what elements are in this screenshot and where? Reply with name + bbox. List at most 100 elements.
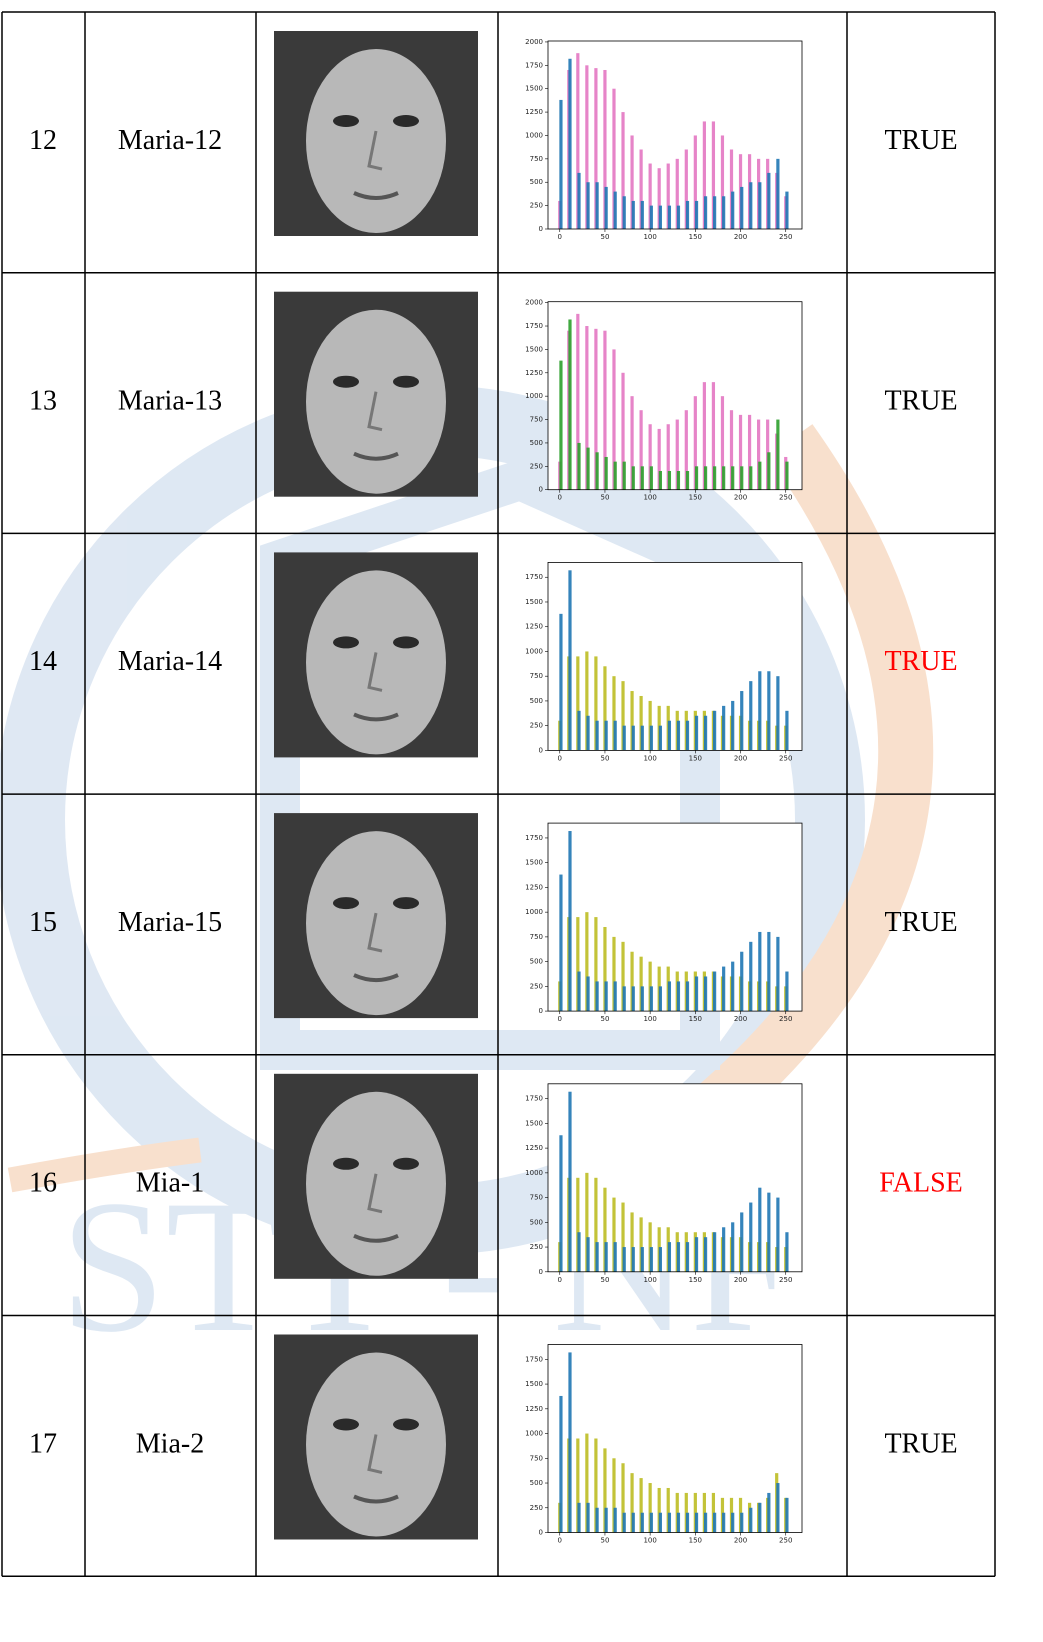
bar [704, 196, 707, 229]
bar [659, 1513, 662, 1533]
histogram: 0250500750100012501500175020000501001502… [525, 38, 802, 241]
face-photo [274, 31, 478, 236]
x-tick-label: 100 [643, 494, 656, 502]
eye [333, 636, 359, 648]
bar [686, 201, 689, 229]
bar [577, 443, 580, 490]
bar [632, 466, 635, 489]
y-tick-label: 750 [530, 672, 543, 680]
y-tick-label: 1250 [525, 369, 543, 377]
bar [559, 875, 562, 1012]
bar [785, 711, 788, 751]
x-tick-label: 50 [600, 1015, 609, 1023]
bar [740, 1212, 743, 1271]
bar [695, 1237, 698, 1272]
face-photo [274, 292, 478, 497]
bar [650, 1247, 653, 1272]
bar [731, 1513, 734, 1533]
x-tick-label: 200 [734, 1276, 747, 1284]
row-number: 15 [29, 907, 57, 938]
x-tick-label: 0 [558, 233, 562, 241]
bar [740, 691, 743, 750]
y-tick-label: 250 [530, 202, 543, 210]
y-tick-label: 750 [530, 416, 543, 424]
bar [668, 1242, 671, 1272]
x-tick-label: 200 [734, 233, 747, 241]
bar [713, 1232, 716, 1272]
y-tick-label: 500 [530, 1218, 543, 1226]
bar [659, 206, 662, 229]
bar [623, 1513, 626, 1533]
row-name: Maria-12 [118, 125, 222, 156]
x-tick-label: 250 [779, 1537, 792, 1545]
bar [686, 1242, 689, 1272]
face [306, 310, 446, 494]
bar [577, 1503, 580, 1533]
bar [704, 716, 707, 751]
bar [577, 1232, 580, 1272]
bar [668, 471, 671, 490]
histogram: 0250500750100012501500175020000501001502… [525, 299, 802, 502]
bar [650, 1513, 653, 1533]
row-number: 12 [29, 125, 57, 156]
bar [605, 1242, 608, 1272]
bar [614, 981, 617, 1011]
y-tick-label: 750 [530, 1454, 543, 1462]
bar [695, 976, 698, 1011]
bar [713, 196, 716, 229]
bar [686, 471, 689, 490]
row-name: Mia-1 [136, 1168, 204, 1199]
x-tick-label: 100 [643, 233, 656, 241]
bar [623, 1247, 626, 1272]
bar [785, 1232, 788, 1272]
bar [668, 721, 671, 751]
bar [632, 201, 635, 229]
bar [731, 962, 734, 1011]
row-result: TRUE [884, 385, 957, 416]
bar [677, 981, 680, 1011]
bar [650, 986, 653, 1011]
bar [623, 196, 626, 229]
bar [668, 1513, 671, 1533]
bar [785, 462, 788, 490]
x-tick-label: 200 [734, 754, 747, 762]
y-tick-label: 1500 [525, 85, 543, 93]
bar [749, 1508, 752, 1533]
bar [713, 1513, 716, 1533]
bar [758, 932, 761, 1011]
x-tick-label: 0 [558, 1537, 562, 1545]
x-tick-label: 150 [689, 233, 702, 241]
x-tick-label: 0 [558, 494, 562, 502]
bar [568, 59, 571, 229]
bar [605, 981, 608, 1011]
x-tick-label: 50 [600, 1537, 609, 1545]
y-tick-label: 1750 [525, 1095, 543, 1103]
row-number: 16 [29, 1168, 57, 1199]
y-tick-label: 500 [530, 1479, 543, 1487]
bar [785, 1498, 788, 1533]
bar [776, 937, 779, 1011]
row-result: TRUE [884, 1428, 957, 1459]
x-tick-label: 50 [600, 233, 609, 241]
bar [605, 457, 608, 490]
bar [704, 466, 707, 489]
y-tick-label: 250 [530, 462, 543, 470]
page: STT - NF 12Maria-12TRUE02505007501000125… [0, 0, 1043, 1642]
y-tick-label: 1250 [525, 1144, 543, 1152]
bar [650, 726, 653, 751]
x-tick-label: 150 [689, 1276, 702, 1284]
x-tick-label: 150 [689, 1537, 702, 1545]
y-tick-label: 0 [539, 1529, 543, 1537]
row-number: 17 [29, 1428, 57, 1459]
bar [559, 100, 562, 229]
y-tick-label: 250 [530, 1243, 543, 1251]
row-number: 13 [29, 385, 57, 416]
y-tick-label: 500 [530, 178, 543, 186]
face [306, 1092, 446, 1276]
bar [559, 361, 562, 490]
x-tick-label: 50 [600, 494, 609, 502]
bar [559, 1396, 562, 1533]
bar [740, 187, 743, 229]
x-tick-label: 0 [558, 1015, 562, 1023]
